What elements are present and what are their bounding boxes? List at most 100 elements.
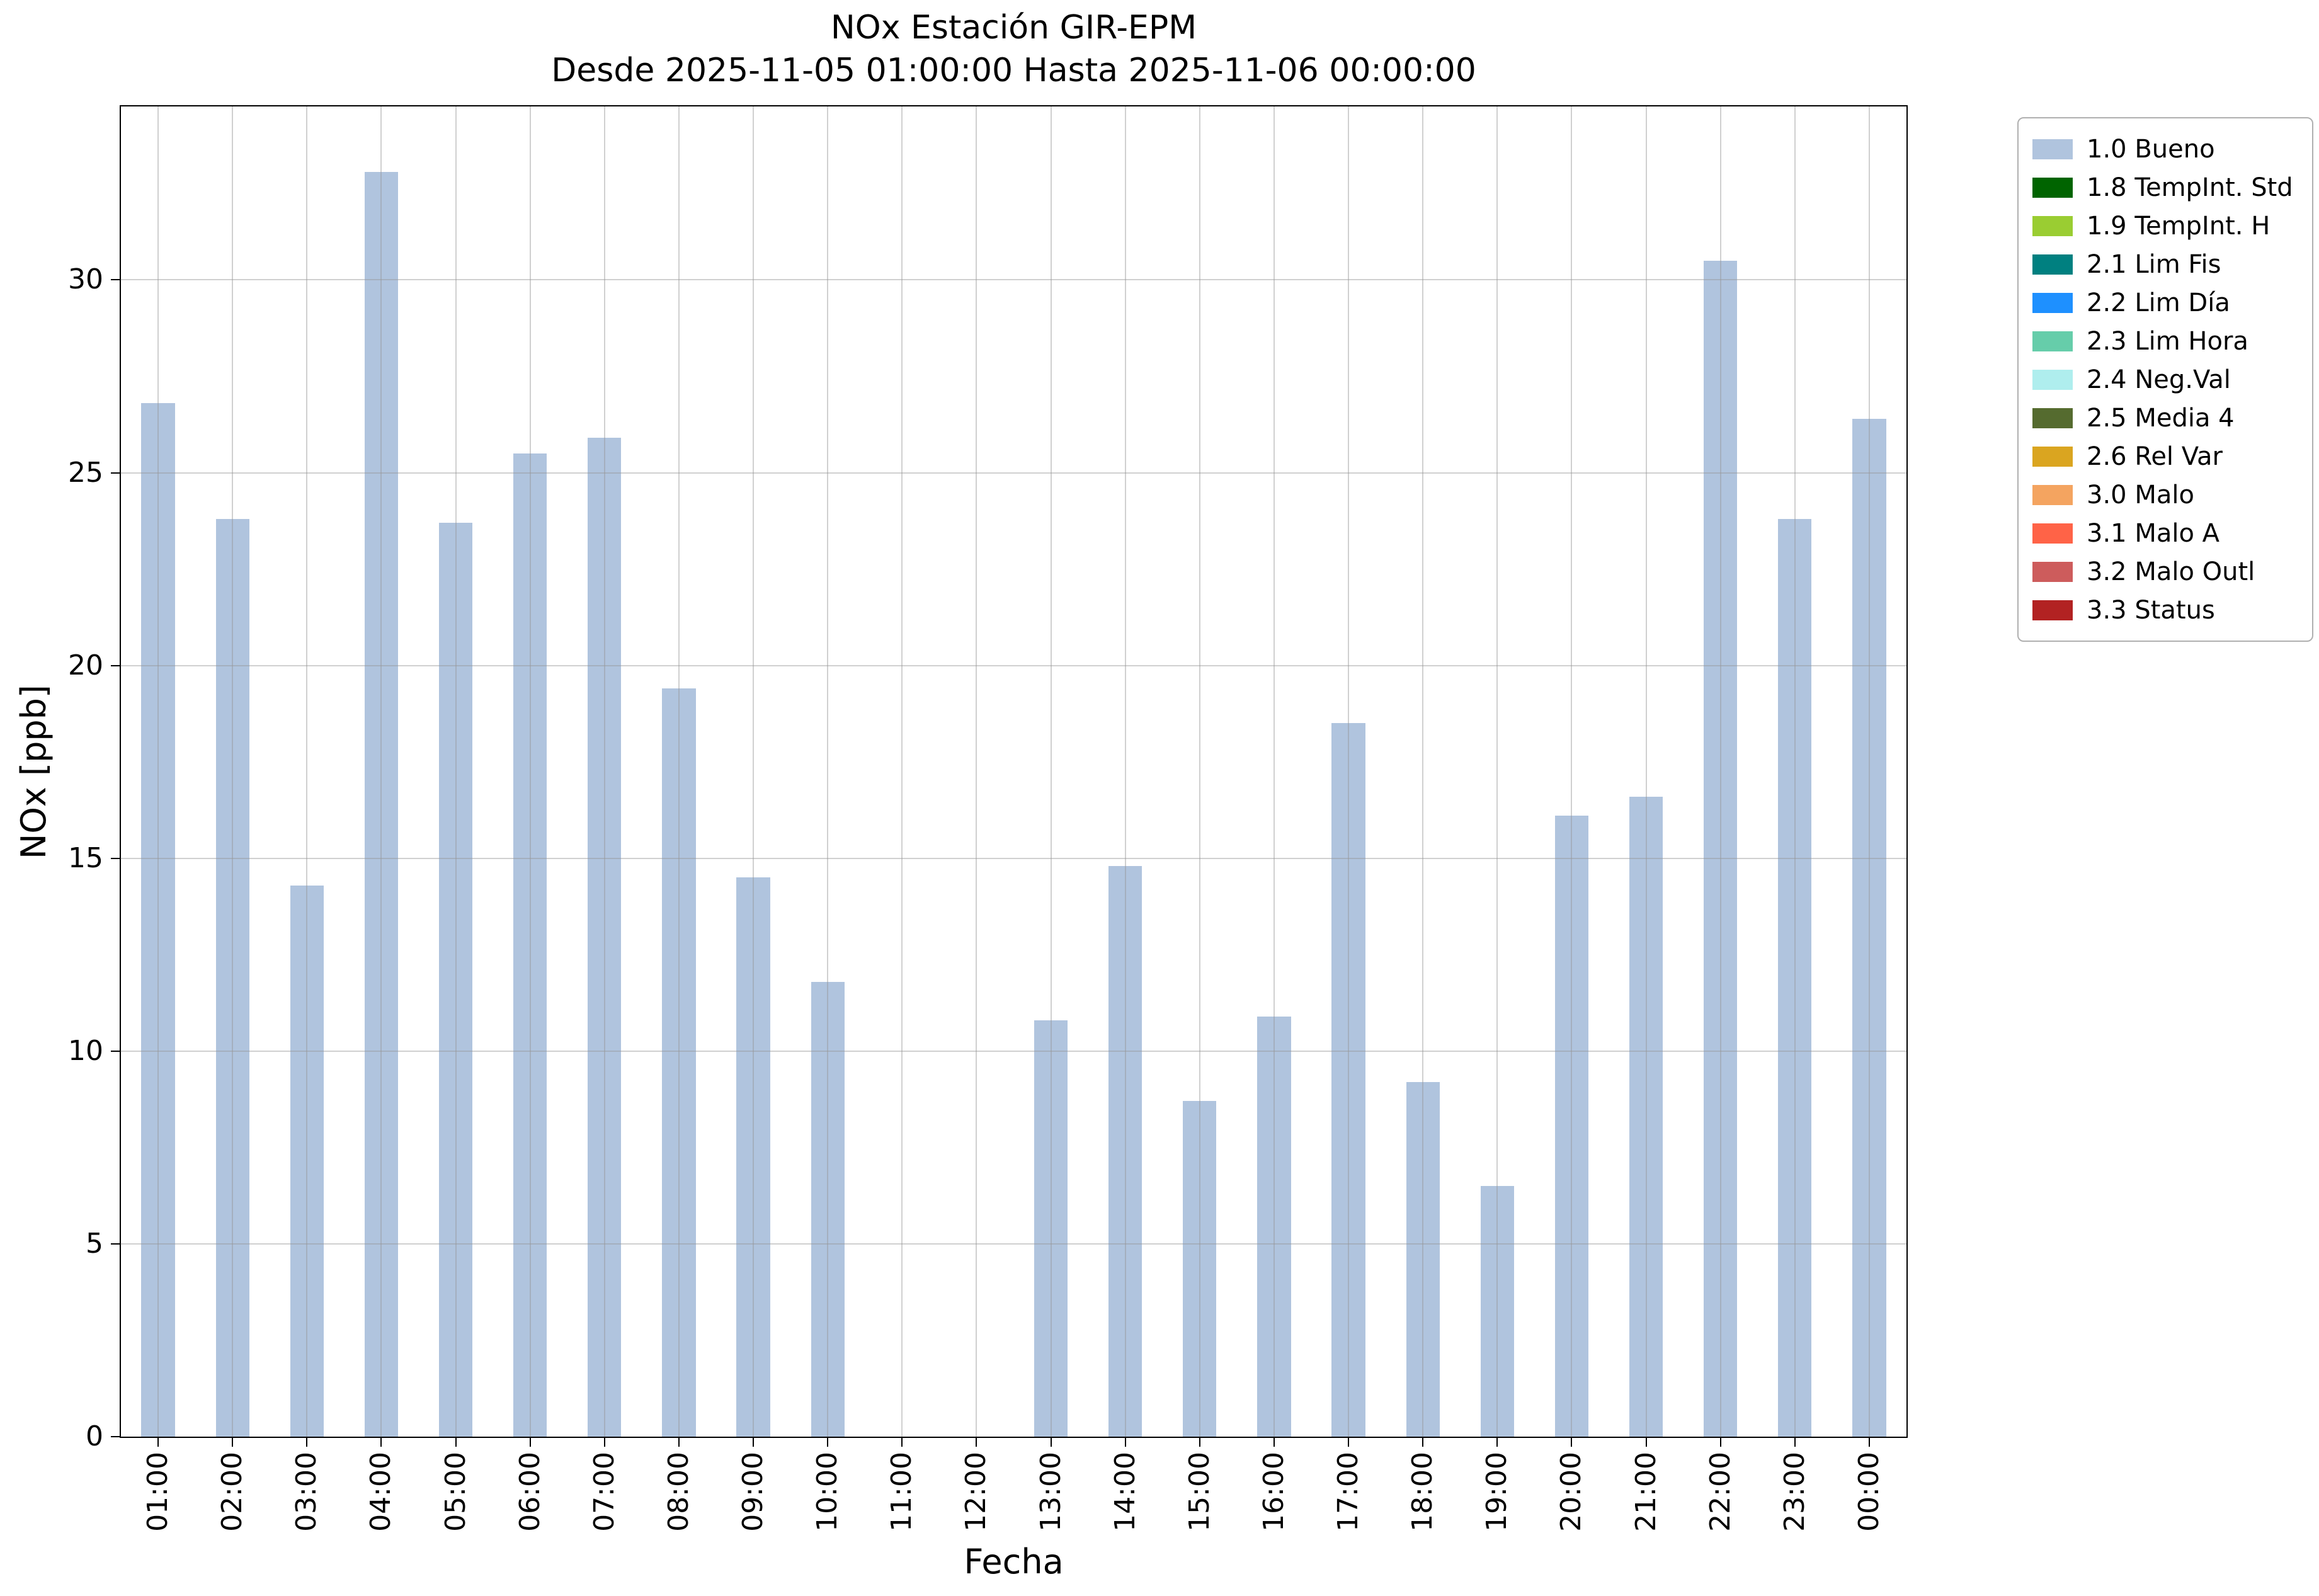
gridline-vertical <box>1422 106 1424 1437</box>
gridline-vertical <box>1273 106 1275 1437</box>
x-tick-label: 07:00 <box>588 1452 620 1532</box>
x-tick-mark <box>1124 1438 1126 1447</box>
y-tick-mark <box>111 472 120 474</box>
gridline-vertical <box>678 106 680 1437</box>
x-tick-mark <box>1422 1438 1424 1447</box>
legend-item-label: 2.4 Neg.Val <box>2087 365 2231 394</box>
y-tick-label: 25 <box>68 456 103 489</box>
x-tick-mark <box>753 1438 755 1447</box>
x-tick-mark <box>1794 1438 1796 1447</box>
bar-08:00 <box>662 688 696 1437</box>
gridline-vertical <box>157 106 159 1437</box>
x-tick-label: 03:00 <box>290 1452 323 1532</box>
x-tick-mark <box>1571 1438 1573 1447</box>
x-tick-label: 08:00 <box>662 1452 695 1532</box>
legend-item-label: 2.3 Lim Hora <box>2087 326 2248 356</box>
x-tick-label: 04:00 <box>365 1452 397 1532</box>
x-tick-mark <box>976 1438 977 1447</box>
x-tick-mark <box>529 1438 531 1447</box>
legend-item-label: 2.6 Rel Var <box>2087 442 2223 471</box>
x-tick-label: 05:00 <box>439 1452 472 1532</box>
legend: 1.0 Bueno 1.8 TempInt. Std 1.9 TempInt. H 2… <box>2017 117 2313 642</box>
gridline-vertical <box>1719 106 1721 1437</box>
plot-area <box>120 105 1908 1438</box>
gridline-vertical <box>1050 106 1052 1437</box>
legend-color-swatch-icon <box>2032 600 2073 620</box>
x-tick-label: 13:00 <box>1034 1452 1067 1532</box>
legend-item: 2.3 Lim Hora <box>2032 322 2298 360</box>
bar-02:00 <box>215 519 249 1437</box>
legend-item: 1.8 TempInt. Std <box>2032 168 2298 207</box>
bar-14:00 <box>1108 865 1142 1437</box>
legend-item-label: 3.3 Status <box>2087 595 2215 625</box>
y-tick-mark <box>111 279 120 281</box>
bar-05:00 <box>438 523 473 1437</box>
gridline-vertical <box>529 106 531 1437</box>
legend-color-swatch-icon <box>2032 139 2073 159</box>
bar-10:00 <box>811 981 845 1437</box>
legend-item: 2.4 Neg.Val <box>2032 360 2298 399</box>
gridline-vertical <box>1794 106 1796 1437</box>
x-tick-mark <box>678 1438 680 1447</box>
gridline-vertical <box>603 106 605 1437</box>
legend-color-swatch-icon <box>2032 369 2073 390</box>
x-tick-mark <box>1273 1438 1275 1447</box>
chart-title-block: NOx Estación GIR-EPM Desde 2025-11-05 01… <box>120 6 1908 92</box>
legend-color-swatch-icon <box>2032 446 2073 467</box>
x-tick-label: 20:00 <box>1555 1452 1588 1532</box>
gridline-vertical <box>1199 106 1200 1437</box>
x-tick-label: 06:00 <box>513 1452 546 1532</box>
legend-item-label: 3.0 Malo <box>2087 480 2194 510</box>
x-tick-mark <box>827 1438 829 1447</box>
gridline-horizontal <box>121 472 1906 474</box>
x-tick-label: 14:00 <box>1108 1452 1141 1532</box>
bar-15:00 <box>1183 1101 1217 1437</box>
legend-item-label: 2.1 Lim Fis <box>2087 249 2221 279</box>
x-tick-mark <box>1348 1438 1350 1447</box>
x-tick-label: 00:00 <box>1852 1452 1885 1532</box>
x-tick-label: 17:00 <box>1332 1452 1365 1532</box>
legend-item: 1.9 TempInt. H <box>2032 207 2298 245</box>
legend-color-swatch-icon <box>2032 254 2073 275</box>
y-tick-label: 20 <box>68 649 103 681</box>
legend-color-swatch-icon <box>2032 408 2073 428</box>
x-tick-mark <box>306 1438 308 1447</box>
legend-color-swatch-icon <box>2032 177 2073 198</box>
gridline-vertical <box>827 106 829 1437</box>
x-tick-mark <box>1496 1438 1498 1447</box>
chart-title: NOx Estación GIR-EPM <box>830 9 1197 47</box>
gridline-horizontal <box>121 857 1906 859</box>
bar-01:00 <box>141 403 175 1437</box>
x-tick-label: 21:00 <box>1629 1452 1662 1532</box>
legend-item: 3.2 Malo Outl <box>2032 552 2298 591</box>
gridline-horizontal <box>121 279 1906 281</box>
legend-item-label: 3.1 Malo A <box>2087 518 2220 548</box>
legend-item-label: 1.8 TempInt. Std <box>2087 173 2293 202</box>
legend-item-label: 2.2 Lim Día <box>2087 288 2230 317</box>
x-tick-mark <box>1199 1438 1200 1447</box>
gridline-vertical <box>1645 106 1647 1437</box>
gridline-vertical <box>976 106 977 1437</box>
legend-color-swatch-icon <box>2032 331 2073 351</box>
gridline-vertical <box>901 106 903 1437</box>
x-tick-label: 11:00 <box>886 1452 918 1532</box>
y-tick-mark <box>111 1436 120 1437</box>
x-tick-label: 23:00 <box>1778 1452 1811 1532</box>
bar-23:00 <box>1778 519 1812 1437</box>
legend-item-label: 1.9 TempInt. H <box>2087 211 2271 241</box>
bar-09:00 <box>736 877 770 1437</box>
x-tick-mark <box>455 1438 457 1447</box>
y-tick-label: 30 <box>68 263 103 296</box>
legend-color-swatch-icon <box>2032 523 2073 544</box>
gridline-horizontal <box>121 664 1906 666</box>
bar-03:00 <box>290 885 324 1437</box>
legend-item: 2.5 Media 4 <box>2032 399 2298 437</box>
x-tick-mark <box>1050 1438 1052 1447</box>
legend-color-swatch-icon <box>2032 215 2073 236</box>
bar-18:00 <box>1406 1081 1440 1437</box>
bar-00:00 <box>1852 418 1886 1437</box>
legend-item: 3.1 Malo A <box>2032 514 2298 552</box>
gridline-vertical <box>1571 106 1573 1437</box>
legend-color-swatch-icon <box>2032 484 2073 505</box>
